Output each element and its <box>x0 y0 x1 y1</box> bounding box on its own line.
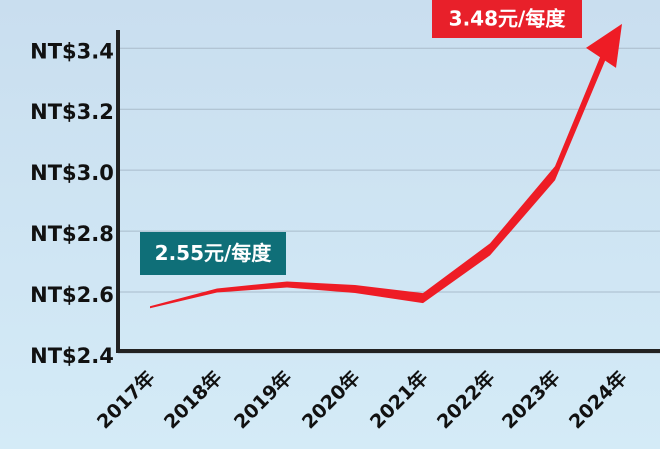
arrow-head <box>586 23 622 68</box>
y-tick-label: NT$2.6 <box>30 283 114 307</box>
annotation: 2.55元/每度 <box>155 241 273 265</box>
y-tick-label: NT$2.4 <box>30 344 114 368</box>
annotation-box <box>140 232 286 275</box>
line-band <box>150 37 608 309</box>
annotation-box <box>432 0 582 38</box>
y-tick-label: NT$3.0 <box>30 161 114 185</box>
y-tick-label: NT$3.4 <box>30 39 114 63</box>
y-tick-label: NT$3.2 <box>30 100 114 124</box>
y-tick-label: NT$2.8 <box>30 222 114 246</box>
annotation: 3.48元/每度 <box>449 7 567 31</box>
